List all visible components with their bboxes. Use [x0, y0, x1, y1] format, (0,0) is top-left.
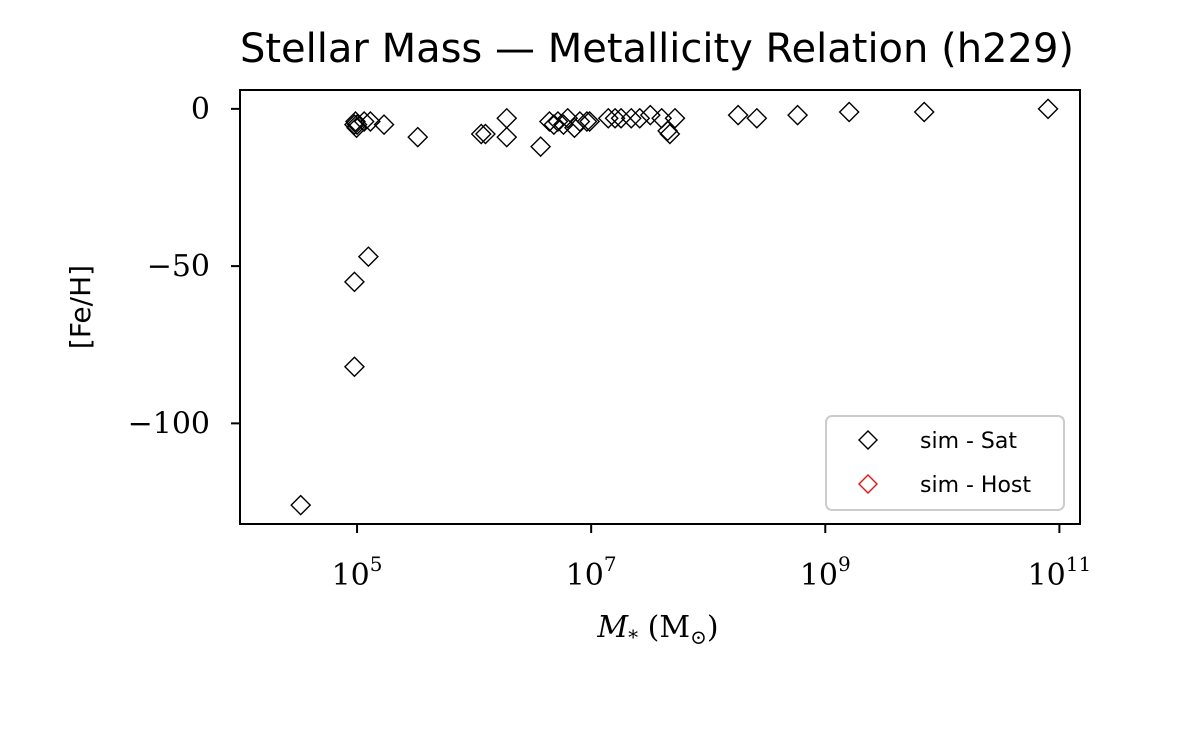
x-tick-exp-1: 7	[604, 552, 617, 576]
legend-marker-1	[858, 474, 878, 494]
x-tick-exp-3: 11	[1066, 552, 1091, 576]
x-tick-base-1: 10	[566, 558, 604, 593]
point-0-1	[343, 271, 365, 293]
point-0-39	[838, 101, 860, 123]
legend-marker-0	[858, 430, 878, 450]
point-0-7	[346, 114, 368, 136]
y-tick-label-0: 0	[191, 92, 210, 127]
y-tick-label-2: −100	[128, 406, 210, 441]
point-0-38	[787, 104, 809, 126]
point-0-8	[353, 110, 375, 132]
point-0-2	[343, 356, 365, 378]
point-0-5	[345, 110, 366, 132]
point-0-11	[407, 126, 429, 148]
point-0-12	[470, 123, 492, 145]
point-0-40	[913, 101, 935, 123]
point-0-24	[576, 110, 598, 132]
point-0-17	[538, 110, 560, 132]
y-axis-label: [Fe/H]	[64, 265, 97, 349]
point-0-25	[579, 110, 601, 132]
x-axis-label-main: M	[596, 610, 629, 645]
x-tick-base-2: 10	[800, 558, 838, 593]
point-0-19	[547, 110, 569, 132]
point-0-33	[657, 120, 679, 142]
point-0-23	[569, 110, 591, 132]
y-axis: 0 −50 −100	[128, 92, 240, 441]
x-tick-label-3: 1011	[1028, 552, 1092, 593]
legend-label-0: sim - Sat	[920, 429, 1017, 454]
point-0-16	[530, 136, 552, 158]
legend-label-1: sim - Host	[920, 473, 1031, 498]
x-tick-label-0: 105	[332, 552, 383, 593]
point-0-28	[610, 107, 632, 129]
point-0-27	[604, 107, 626, 129]
point-0-21	[557, 107, 579, 129]
point-0-32	[651, 107, 673, 129]
point-0-15	[496, 126, 518, 148]
point-0-37	[746, 107, 768, 129]
x-tick-label-1: 107	[566, 552, 617, 593]
x-tick-base-3: 10	[1028, 558, 1066, 593]
legend-box	[825, 415, 1065, 511]
point-0-6	[346, 117, 368, 139]
point-0-35	[664, 107, 686, 129]
x-axis-label-unit-open: (M	[638, 610, 690, 645]
plot-area	[239, 89, 1081, 525]
x-tick-exp-2: 9	[838, 552, 851, 576]
point-0-34	[659, 123, 681, 145]
point-0-26	[597, 107, 619, 129]
x-axis-label: M* (M⊙)	[596, 610, 718, 649]
point-0-41	[1037, 98, 1059, 120]
point-0-0	[290, 494, 312, 516]
x-axis-label-unit-close: )	[707, 610, 719, 645]
chart-title: Stellar Mass — Metallicity Relation (h22…	[240, 26, 1074, 72]
point-0-14	[496, 107, 518, 129]
point-0-31	[639, 104, 661, 126]
x-axis-label-sub: *	[628, 625, 638, 649]
point-0-13	[474, 123, 496, 145]
x-tick-exp-0: 5	[370, 552, 383, 576]
x-tick-label-2: 109	[800, 552, 851, 593]
point-0-29	[620, 107, 642, 129]
y-tick-label-1: −50	[147, 249, 210, 284]
x-tick-base-0: 10	[332, 558, 370, 593]
scatter-points	[290, 98, 1059, 516]
point-0-9	[359, 110, 381, 132]
point-0-10	[373, 114, 395, 136]
legend: sim - Sat sim - Host	[825, 415, 1065, 511]
x-axis-label-unit-sub: ⊙	[690, 625, 707, 649]
point-0-3	[357, 246, 379, 268]
point-0-30	[629, 107, 651, 129]
x-axis: 105 107 109 1011	[332, 524, 1092, 593]
point-0-36	[727, 104, 749, 126]
